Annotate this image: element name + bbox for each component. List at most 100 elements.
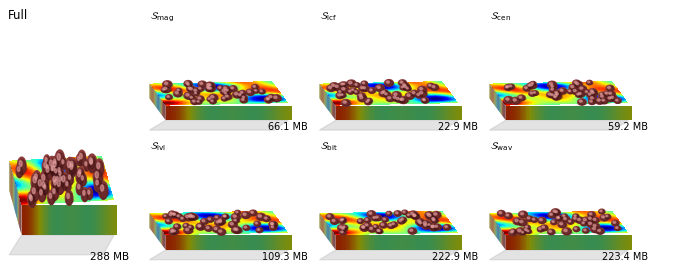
Ellipse shape: [240, 100, 248, 102]
Polygon shape: [435, 235, 436, 250]
Circle shape: [254, 90, 256, 91]
Circle shape: [77, 170, 84, 184]
Polygon shape: [172, 106, 173, 120]
Circle shape: [250, 210, 257, 216]
Circle shape: [555, 211, 558, 213]
Ellipse shape: [95, 168, 105, 174]
Circle shape: [175, 92, 178, 94]
Circle shape: [381, 224, 384, 225]
Circle shape: [532, 91, 539, 95]
Polygon shape: [598, 106, 600, 120]
Circle shape: [361, 226, 369, 231]
Circle shape: [347, 80, 356, 87]
Ellipse shape: [411, 216, 420, 218]
Ellipse shape: [55, 180, 62, 184]
Polygon shape: [237, 235, 238, 250]
Circle shape: [197, 100, 201, 104]
Circle shape: [431, 217, 438, 222]
Polygon shape: [381, 106, 383, 120]
Polygon shape: [537, 235, 538, 250]
Ellipse shape: [198, 89, 205, 91]
Ellipse shape: [190, 217, 199, 219]
Polygon shape: [606, 235, 607, 250]
Polygon shape: [235, 106, 236, 120]
Polygon shape: [171, 235, 172, 250]
Text: 222.9 MB: 222.9 MB: [432, 252, 478, 262]
Circle shape: [549, 213, 556, 218]
Circle shape: [418, 221, 425, 226]
Circle shape: [563, 217, 570, 222]
Polygon shape: [531, 106, 532, 120]
Circle shape: [166, 220, 172, 224]
Circle shape: [183, 224, 189, 228]
Circle shape: [327, 215, 333, 220]
Ellipse shape: [339, 232, 347, 234]
Polygon shape: [389, 235, 390, 250]
Circle shape: [589, 96, 597, 102]
Circle shape: [255, 222, 260, 226]
Polygon shape: [550, 235, 551, 250]
Circle shape: [180, 217, 186, 221]
Circle shape: [413, 214, 415, 216]
Polygon shape: [220, 235, 222, 250]
Circle shape: [392, 92, 401, 99]
Circle shape: [556, 216, 562, 220]
Polygon shape: [515, 106, 516, 120]
Polygon shape: [216, 235, 217, 250]
Circle shape: [49, 193, 54, 205]
Circle shape: [231, 227, 241, 233]
Circle shape: [366, 98, 373, 103]
Circle shape: [505, 97, 513, 103]
Polygon shape: [490, 120, 628, 130]
Circle shape: [44, 157, 50, 168]
Circle shape: [519, 220, 527, 226]
Ellipse shape: [196, 227, 206, 229]
Ellipse shape: [263, 219, 271, 221]
Polygon shape: [519, 235, 520, 250]
Polygon shape: [210, 235, 211, 250]
Circle shape: [30, 195, 33, 201]
Polygon shape: [239, 235, 241, 250]
Ellipse shape: [505, 88, 511, 89]
Ellipse shape: [169, 214, 176, 215]
Polygon shape: [454, 106, 455, 120]
Circle shape: [579, 100, 586, 105]
Polygon shape: [517, 235, 519, 250]
Circle shape: [46, 165, 48, 169]
Circle shape: [58, 167, 60, 172]
Polygon shape: [288, 235, 289, 250]
Ellipse shape: [340, 95, 347, 97]
Circle shape: [526, 83, 533, 89]
Circle shape: [38, 186, 46, 202]
Ellipse shape: [169, 232, 177, 234]
Circle shape: [192, 215, 194, 217]
Circle shape: [422, 99, 428, 103]
Circle shape: [362, 226, 364, 228]
Polygon shape: [257, 235, 258, 250]
Ellipse shape: [341, 229, 348, 231]
Circle shape: [428, 214, 431, 217]
Polygon shape: [229, 235, 231, 250]
Polygon shape: [586, 235, 587, 250]
Circle shape: [101, 185, 103, 191]
Circle shape: [207, 218, 214, 222]
Circle shape: [358, 220, 364, 224]
Circle shape: [387, 96, 394, 102]
Circle shape: [31, 184, 39, 201]
Circle shape: [606, 215, 608, 217]
Circle shape: [246, 89, 254, 95]
Polygon shape: [184, 235, 185, 250]
Ellipse shape: [239, 93, 247, 95]
Circle shape: [266, 98, 269, 100]
Circle shape: [222, 214, 228, 219]
Ellipse shape: [395, 99, 404, 102]
Circle shape: [577, 93, 579, 95]
Circle shape: [402, 83, 409, 89]
Polygon shape: [177, 235, 179, 250]
Polygon shape: [284, 106, 285, 120]
Circle shape: [208, 84, 211, 86]
Ellipse shape: [184, 230, 194, 233]
Circle shape: [70, 161, 73, 167]
Circle shape: [86, 188, 92, 200]
Ellipse shape: [350, 90, 357, 92]
